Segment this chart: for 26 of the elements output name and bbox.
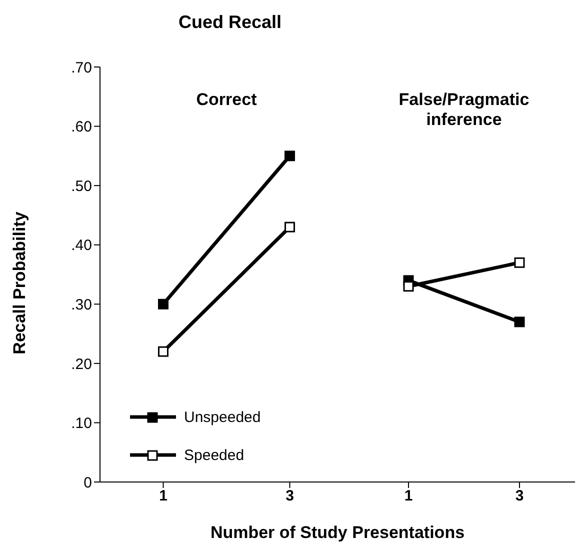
y-tick-label: .60 (71, 118, 92, 136)
point (158, 298, 168, 310)
y-tick-label: 0 (84, 474, 92, 492)
y-tick-label: .50 (71, 178, 92, 195)
point (403, 281, 414, 292)
y-tick-label: .20 (71, 356, 92, 373)
text: Correct (196, 90, 257, 110)
y-tick-label: .10 (71, 415, 92, 432)
x-axis-title: Number of Study Presentations (209, 523, 466, 543)
point (284, 150, 295, 162)
x-tick-label: 1 (159, 488, 168, 505)
y-axis-title: Recall Probability (10, 212, 30, 354)
point (514, 257, 525, 268)
y-tick-label: .30 (71, 296, 92, 314)
point (158, 346, 168, 357)
legend-label: Unspeeded (184, 408, 261, 426)
point (284, 222, 295, 232)
point (514, 316, 525, 328)
x-tick-label: 3 (286, 488, 294, 505)
chart-title: Cued Recall (177, 12, 283, 33)
text: False/Pragmatic inference (398, 90, 530, 130)
y-tick-label: .40 (71, 237, 92, 254)
legend-label: Speeded (184, 446, 244, 464)
x-tick-label: 1 (404, 488, 413, 505)
y-tick-label: .70 (71, 59, 92, 76)
x-tick-label: 3 (515, 488, 524, 505)
